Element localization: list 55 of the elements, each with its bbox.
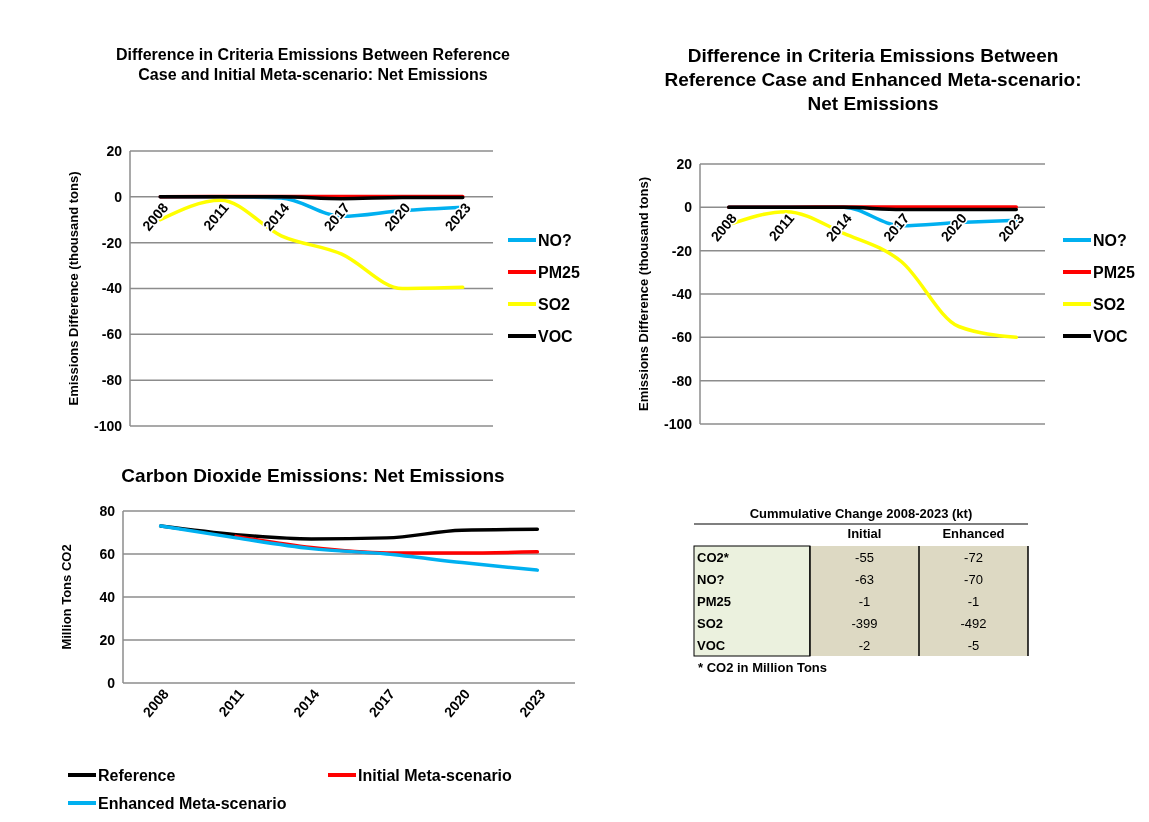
data-label: -492 <box>960 615 987 631</box>
text: * CO2 in Million Tons <box>698 660 828 675</box>
y-tick-label: CO2* <box>697 549 730 565</box>
y-tick-label: 20 <box>106 142 123 159</box>
y-tick-label: 20 <box>99 631 116 648</box>
y-tick-label: -80 <box>101 372 123 389</box>
y-axis-title: Million Tons CO2 <box>59 544 74 650</box>
y-tick-label: 40 <box>99 588 116 605</box>
y-tick-label: -40 <box>671 285 693 302</box>
y-tick-label: 0 <box>114 188 123 205</box>
legend-label: SO2 <box>538 295 571 313</box>
legend-label: VOC <box>1093 327 1129 345</box>
data-label: -1 <box>858 593 871 609</box>
legend-label: NO? <box>1093 231 1127 249</box>
y-tick-label: -80 <box>671 372 693 389</box>
data-label: -72 <box>964 549 983 565</box>
legend-label: Enhanced Meta-scenario <box>98 794 287 812</box>
chart-title: Difference in Criteria Emissions Between Reference Case and Enhanced Meta-scenario: Net Emissions <box>664 45 1082 114</box>
legend-label: Initial Meta-scenario <box>358 766 513 784</box>
y-tick-label: -60 <box>101 326 123 343</box>
data-label: -1 <box>967 593 980 609</box>
y-tick-label: VOC <box>697 637 726 653</box>
y-tick-label: -40 <box>101 280 123 297</box>
y-tick-label: 80 <box>99 502 116 519</box>
data-label: -55 <box>855 549 874 565</box>
chart-title: Difference in Criteria Emissions Between Reference Case and Initial Meta-scenario: Net Emissions <box>116 46 511 83</box>
y-tick-label: 0 <box>684 199 693 216</box>
legend-label: PM25 <box>1093 263 1135 281</box>
y-axis-title: Emissions Difference (thousand tons) <box>66 171 81 406</box>
y-tick-label: 60 <box>99 545 116 562</box>
y-tick-label: -100 <box>93 417 123 434</box>
y-tick-label: NO? <box>697 571 725 587</box>
y-axis-title: Emissions Difference (thousand tons) <box>636 176 651 412</box>
legend-label: NO? <box>538 231 572 249</box>
y-tick-label: -100 <box>663 415 693 432</box>
y-tick-label: -20 <box>671 242 693 259</box>
data-label: -5 <box>967 637 980 653</box>
y-tick-label: 20 <box>676 155 693 172</box>
legend-label: Reference <box>98 766 176 784</box>
y-tick-label: SO2 <box>697 615 724 631</box>
data-label: -70 <box>964 571 983 587</box>
legend-label: PM25 <box>538 263 580 281</box>
y-tick-label: -20 <box>101 234 123 251</box>
legend-label: VOC <box>538 327 574 345</box>
x-tick-label: Initial <box>847 526 882 541</box>
legend-label: SO2 <box>1093 295 1126 313</box>
y-tick-label: -60 <box>671 329 693 346</box>
chart-title: Carbon Dioxide Emissions: Net Emissions <box>121 465 505 486</box>
chart-title: Cummulative Change 2008-2023 (kt) <box>749 506 973 521</box>
data-label: -399 <box>851 615 878 631</box>
y-tick-label: 0 <box>107 674 116 691</box>
y-tick-label: PM25 <box>697 593 731 609</box>
data-label: -2 <box>858 637 871 653</box>
x-tick-label: Enhanced <box>942 526 1005 541</box>
data-label: -63 <box>855 571 874 587</box>
